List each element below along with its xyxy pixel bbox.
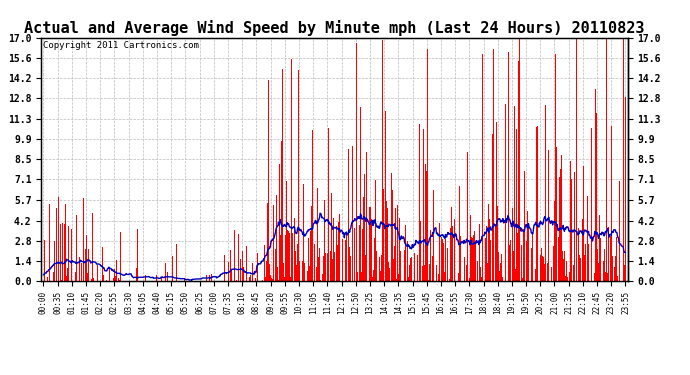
Text: Copyright 2011 Cartronics.com: Copyright 2011 Cartronics.com <box>43 41 199 50</box>
Title: Actual and Average Wind Speed by Minute mph (Last 24 Hours) 20110823: Actual and Average Wind Speed by Minute … <box>24 20 645 36</box>
